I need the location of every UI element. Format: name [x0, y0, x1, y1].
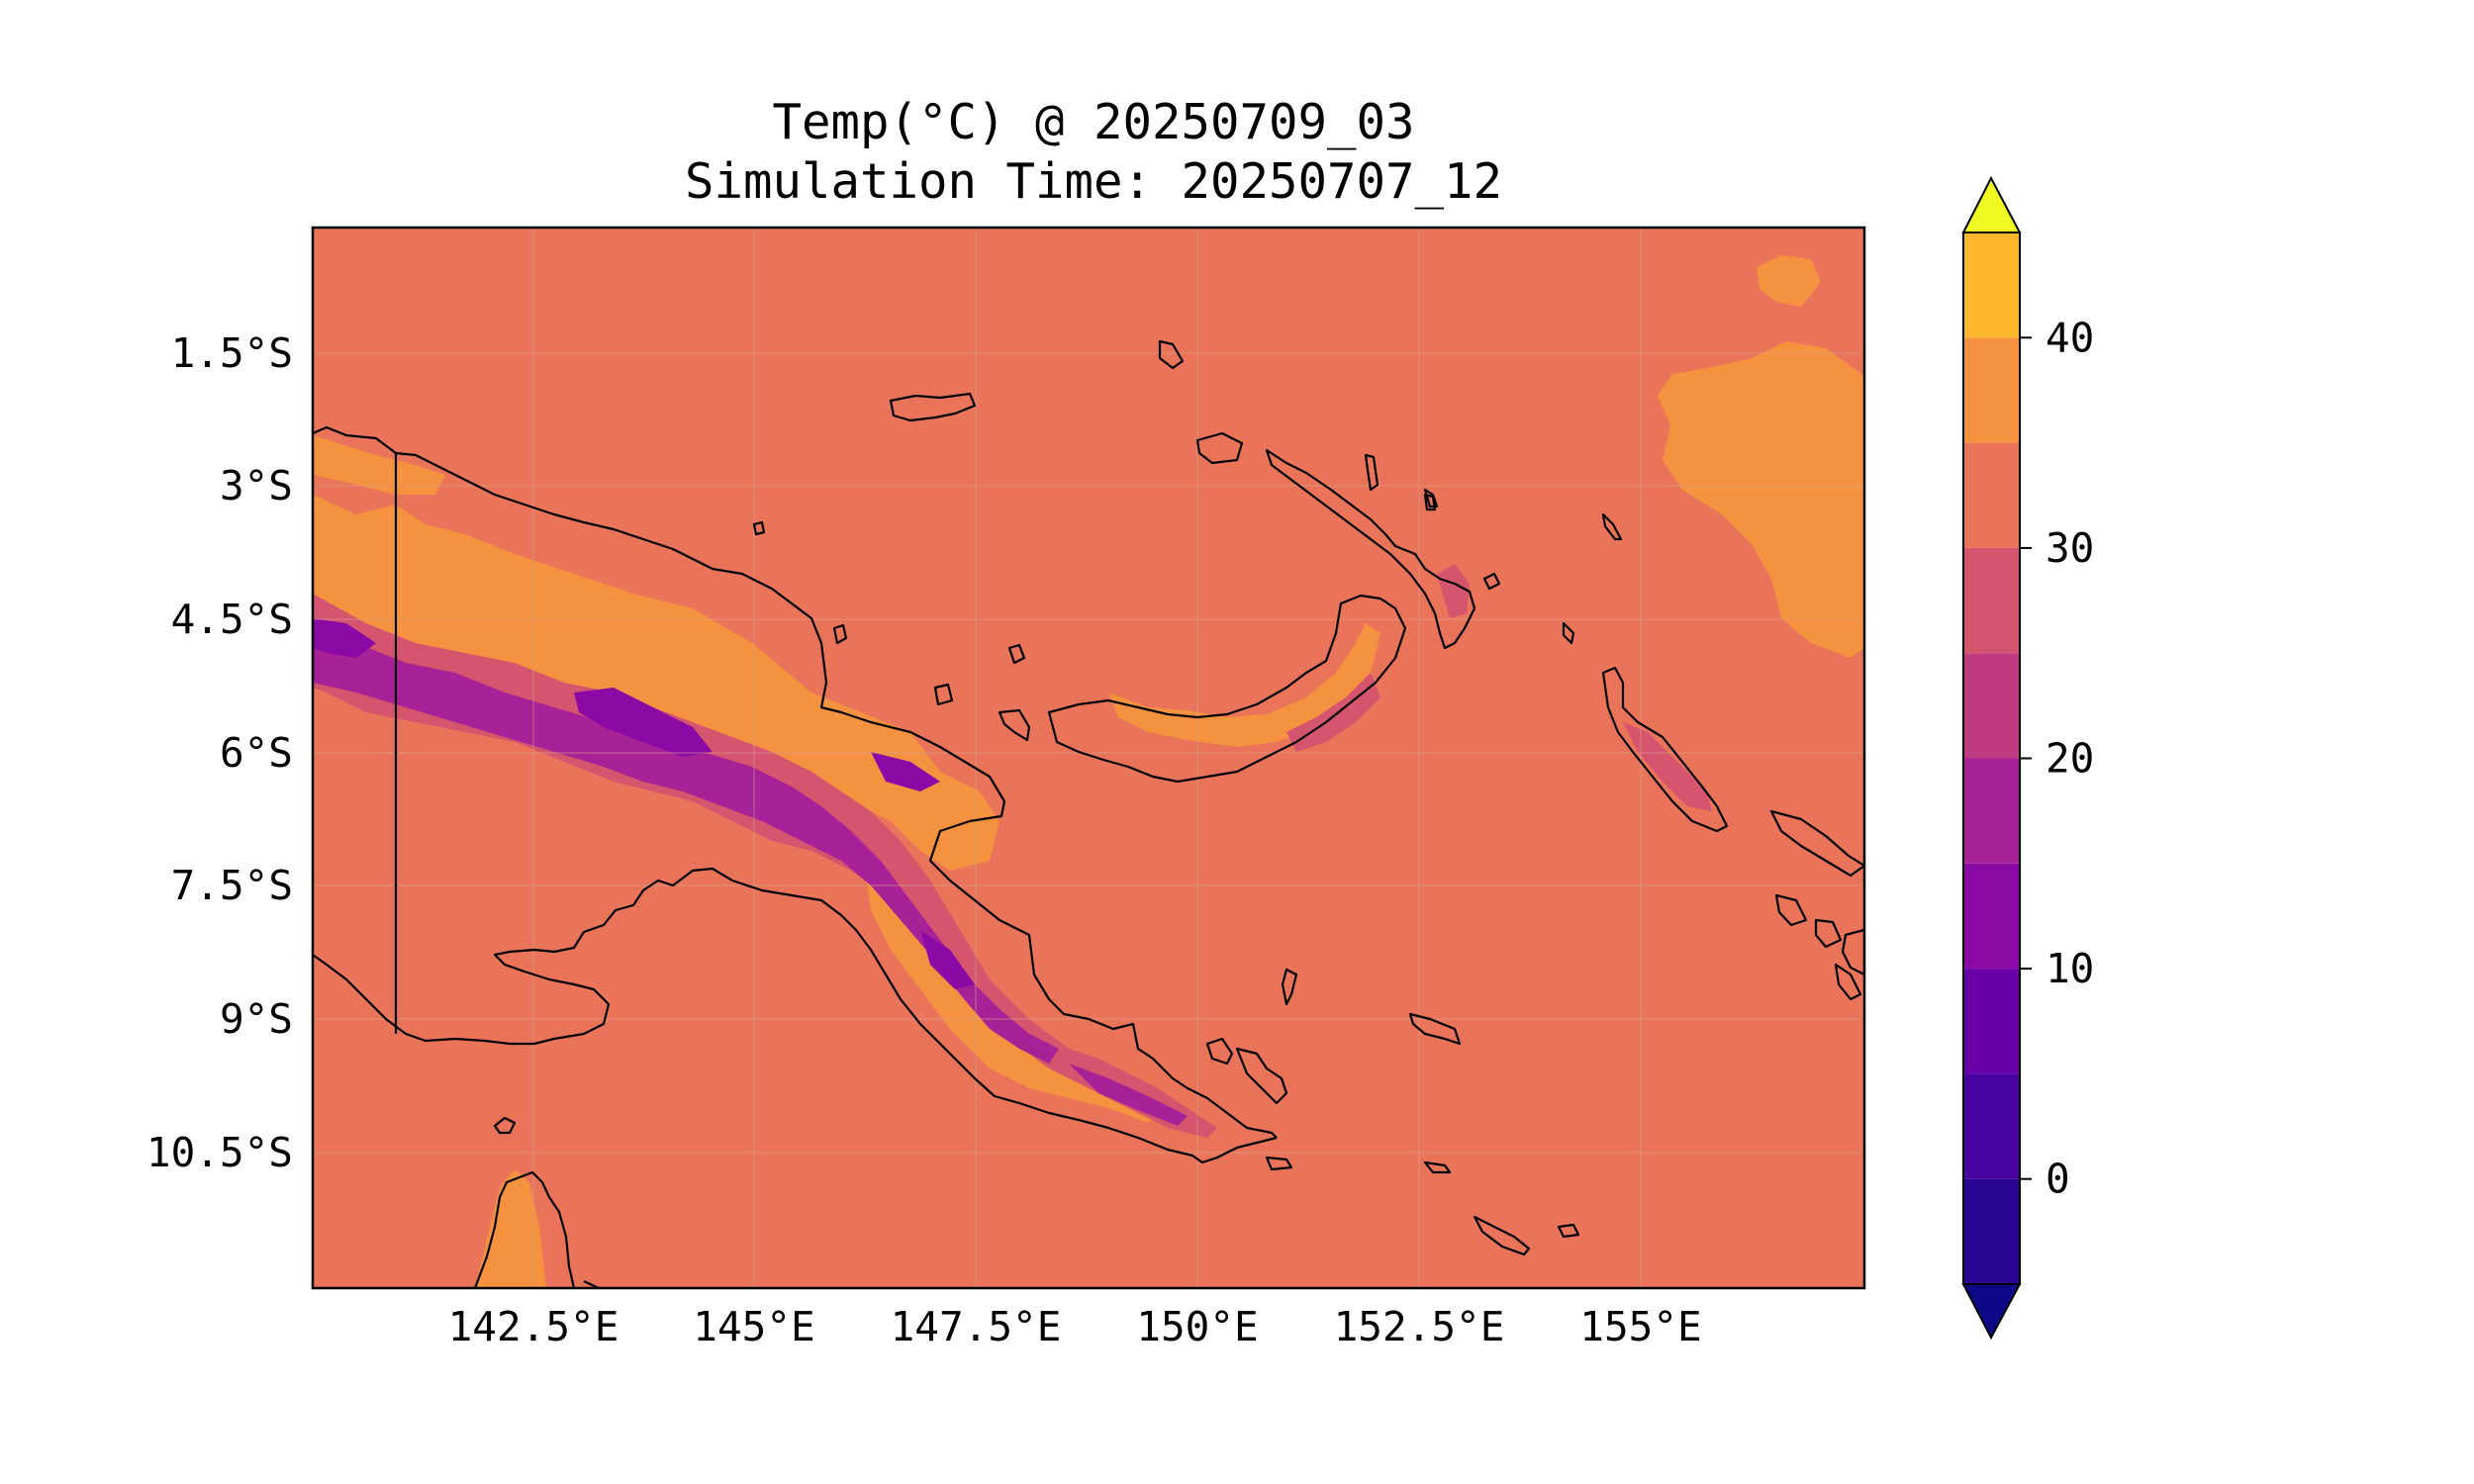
warm-region-cape-york [475, 1169, 546, 1288]
coastline-new-britain [1047, 594, 1407, 784]
coastline-islet-n [1557, 1223, 1580, 1239]
coastline-islet-a [1158, 339, 1185, 370]
colorbar-band [1963, 1073, 2020, 1179]
coldest-spot-south [920, 930, 975, 989]
coldest-spot-central [574, 688, 713, 757]
x-axis: 142.5°E 145°E 147.5°E 150°E 152.5°E 155°… [448, 1303, 1702, 1350]
map-frame [311, 226, 1866, 1290]
colorbar-band [1963, 232, 2020, 338]
x-tick-label: 155°E [1579, 1303, 1701, 1350]
coastline-solomon-2 [1774, 893, 1808, 927]
coastline-islet-d [832, 623, 848, 645]
coldest-spot-ridge [871, 752, 940, 791]
x-tick-label: 145°E [693, 1303, 814, 1350]
coldest-regions [313, 618, 975, 989]
y-tick-label: 10.5°S [146, 1129, 293, 1176]
warm-region-northeast [1658, 341, 1864, 658]
coastline-islet-o [1265, 1156, 1293, 1171]
coastline-islet-q [1562, 621, 1575, 645]
coastline-islet-k [1408, 1012, 1462, 1046]
colorbar-band [1963, 337, 2020, 443]
coastline-solomon-1 [1769, 809, 1864, 878]
colorbar-band [1963, 969, 2020, 1074]
colorbar-tick-label: 40 [2046, 314, 2094, 361]
coastline-islet-m [1473, 1215, 1531, 1256]
colorbar-band [1963, 653, 2020, 759]
y-tick-label: 9°S [220, 995, 293, 1043]
cold-regions [313, 623, 1188, 1126]
coastline-solomon-5 [1834, 963, 1862, 1001]
coastline-islet-s [1423, 488, 1439, 509]
colorbar-tick-label: 20 [2046, 735, 2094, 783]
coastline-islet-b [1007, 643, 1026, 665]
coastline-manus [889, 392, 977, 422]
chart-title: Temp(°C) @ 20250709_03 Simulation Time: … [0, 93, 2187, 212]
x-tick-label: 147.5°E [891, 1303, 1062, 1350]
coastline-islet-f [998, 708, 1031, 742]
colorbar-band [1963, 547, 2020, 654]
colorbar-band [1963, 863, 2020, 970]
y-tick-label: 1.5°S [171, 329, 293, 377]
gridlines [313, 228, 1864, 1288]
coastline-islet-u [493, 1116, 517, 1135]
coastline-new-hanover [1195, 431, 1244, 465]
y-axis: 1.5°S 3°S 4.5°S 6°S 7.5°S 9°S 10.5°S [146, 329, 293, 1176]
y-tick-label: 4.5°S [171, 596, 293, 643]
coastline-islet-j [1235, 1047, 1288, 1105]
colorbar-tick-label: 10 [2046, 945, 2094, 992]
x-tick-label: 152.5°E [1334, 1303, 1505, 1350]
y-tick-label: 3°S [220, 462, 293, 510]
colorbar: 0 10 20 30 40 [1961, 175, 2094, 1341]
cold-region-highlands [313, 623, 1059, 1064]
coldest-spot-west [313, 618, 376, 658]
coastline-new-guinea-north [313, 425, 1278, 1139]
title-line-1: Temp(°C) @ 20250709_03 [772, 94, 1415, 150]
coastline-islet-i [1205, 1037, 1234, 1066]
coastline-islet-c [752, 520, 766, 536]
coastline-islet-r [1364, 453, 1380, 492]
warm-region-west-coast [313, 435, 445, 495]
y-tick-label: 6°S [220, 729, 293, 777]
coastline-islet-g [1423, 493, 1437, 511]
colorbar-over-arrow [1961, 175, 2022, 233]
coastline-islet-e [933, 683, 954, 706]
map-background [313, 228, 1864, 1288]
coastline-bougainville [1601, 666, 1729, 833]
coastline-islet-p [1601, 512, 1623, 541]
colorbar-under-arrow [1961, 1283, 2022, 1341]
cold-region-east [1069, 1064, 1188, 1126]
coastline-solomon-4 [1841, 928, 1864, 976]
coastlines [313, 339, 1864, 1288]
x-tick-label: 150°E [1136, 1303, 1258, 1350]
colorbar-tick-label: 0 [2046, 1156, 2070, 1203]
colorbar-band [1963, 1178, 2020, 1284]
colorbar-band [1963, 758, 2020, 864]
y-tick-label: 7.5°S [171, 862, 293, 909]
colorbar-tick-label: 30 [2046, 524, 2094, 572]
coastline-new-guinea-south [313, 867, 1278, 1164]
coastline-solomon-3 [1814, 918, 1843, 949]
cool-region-new-ireland [1437, 564, 1470, 618]
coastline-cape-york [473, 1170, 576, 1288]
coastline-islet-t [1482, 572, 1501, 591]
cool-region-bougainville [1623, 722, 1712, 811]
warm-region-new-guinea-highlands [313, 495, 999, 871]
colorbar-band [1963, 442, 2020, 548]
x-tick-label: 142.5°E [448, 1303, 619, 1350]
map-panel [313, 228, 1864, 1288]
coastline-islet-h [1281, 968, 1298, 1006]
coastline-islet-l [1423, 1160, 1452, 1174]
warm-region-northeast-islet [1757, 255, 1821, 307]
coastline-new-ireland [1265, 448, 1476, 650]
title-line-2: Simulation Time: 20250707_12 [684, 153, 1502, 210]
